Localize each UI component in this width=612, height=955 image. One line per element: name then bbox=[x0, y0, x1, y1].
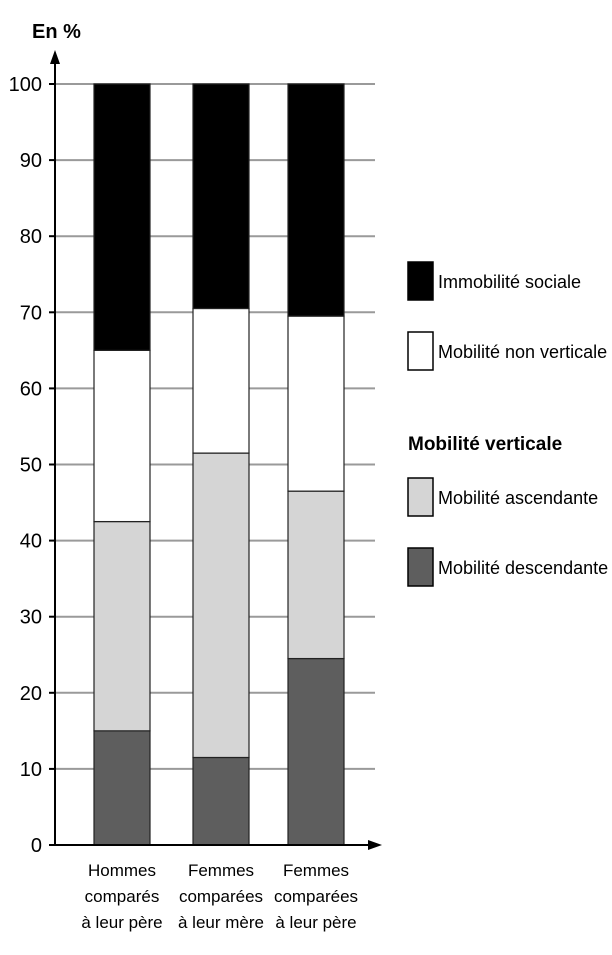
bar-segment bbox=[93, 349, 151, 523]
legend-label: Immobilité sociale bbox=[438, 272, 581, 292]
bar-segment bbox=[192, 452, 250, 759]
y-tick-label: 0 bbox=[31, 835, 42, 857]
bar-segment bbox=[192, 756, 250, 846]
bar-segment bbox=[192, 83, 250, 310]
bar-segment bbox=[192, 307, 250, 454]
y-unit-label: En % bbox=[32, 21, 81, 43]
legend-swatch bbox=[407, 547, 434, 587]
legend-swatch bbox=[407, 477, 434, 517]
category-label: Femmes comparées à leur mère bbox=[178, 861, 264, 932]
bar-segment bbox=[287, 657, 345, 846]
bar-segment bbox=[287, 83, 345, 317]
legend-label: Mobilité descendante bbox=[438, 558, 608, 578]
x-axis-arrow bbox=[368, 840, 382, 850]
y-axis-arrow bbox=[50, 50, 60, 64]
y-tick-label: 20 bbox=[20, 683, 42, 705]
bars bbox=[93, 83, 345, 846]
legend: Immobilité sociale Mobilité non verticale… bbox=[407, 261, 608, 587]
bar-segment bbox=[287, 315, 345, 492]
axes: En % bbox=[32, 21, 382, 850]
y-tick-label: 60 bbox=[20, 378, 42, 400]
y-tick-label: 90 bbox=[20, 150, 42, 172]
category-label: Hommes comparés à leur père bbox=[81, 861, 162, 932]
legend-swatch bbox=[407, 331, 434, 371]
legend-label: Mobilité non verticale bbox=[438, 342, 607, 362]
y-tick-labels: 0 10 20 30 40 50 60 70 80 90 100 bbox=[9, 74, 55, 857]
bar-segment bbox=[93, 730, 151, 846]
y-tick-label: 70 bbox=[20, 302, 42, 324]
y-tick-label: 50 bbox=[20, 455, 42, 477]
bar-segment bbox=[93, 83, 151, 351]
y-tick-label: 10 bbox=[20, 759, 42, 781]
legend-swatch bbox=[407, 261, 434, 301]
bar-segment bbox=[93, 520, 151, 732]
legend-heading: Mobilité verticale bbox=[408, 434, 562, 455]
y-tick-label: 30 bbox=[20, 607, 42, 629]
y-tick-label: 40 bbox=[20, 531, 42, 553]
y-tick-label: 80 bbox=[20, 226, 42, 248]
legend-label: Mobilité ascendante bbox=[438, 488, 598, 508]
bar-segment bbox=[287, 490, 345, 660]
category-label: Femmes comparées à leur père bbox=[274, 861, 358, 932]
y-tick-label: 100 bbox=[9, 74, 42, 96]
